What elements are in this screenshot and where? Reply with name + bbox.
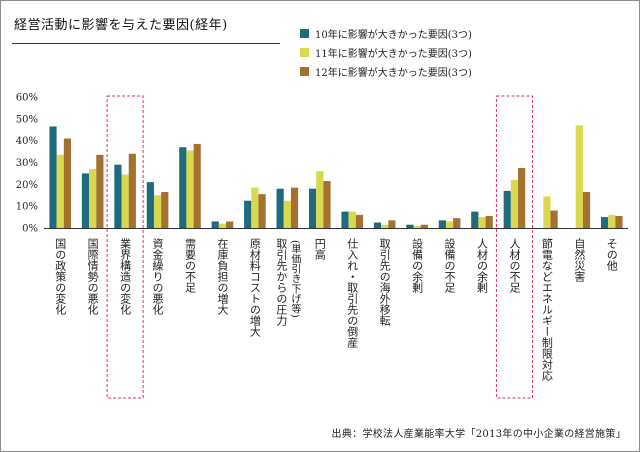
x-tick-label: その他: [605, 238, 618, 271]
bar: [355, 214, 364, 228]
chart-title: 経営活動に影響を与えた要因(経年): [14, 18, 228, 33]
y-tick-label: 40%: [16, 136, 38, 147]
y-tick-label: 10%: [16, 202, 38, 213]
y-tick-label: 0%: [22, 224, 38, 235]
bar: [121, 174, 129, 228]
y-tick-label: 30%: [16, 158, 38, 169]
legend-swatch-2011: [300, 48, 309, 57]
bar: [81, 173, 90, 228]
bar: [445, 221, 454, 228]
x-tick-label: 原材料コストの増大: [248, 238, 261, 337]
bar: [341, 211, 349, 228]
bar: [485, 215, 493, 228]
bar: [244, 200, 252, 228]
title-underline: [12, 43, 280, 44]
x-tick-label: 需要の不足: [184, 238, 197, 293]
x-tick-label: 取引先の海外移転: [378, 238, 391, 327]
bar: [550, 210, 558, 228]
legend-swatch-2010: [300, 29, 309, 38]
bar: [388, 220, 396, 228]
bar: [503, 190, 511, 228]
bar: [543, 196, 551, 228]
bar: [290, 187, 299, 228]
bar: [316, 171, 324, 228]
bar: [179, 147, 187, 228]
legend-label-2010: 10年に影響が大きかった要因(3つ): [315, 30, 472, 41]
bar: [226, 221, 234, 228]
x-tick-label: 国際情勢の悪化: [86, 238, 99, 316]
x-tick-label: 在庫負担の増大: [216, 238, 229, 315]
bar: [218, 223, 227, 228]
legend: 10年に影響が大きかった要因(3つ) 11年に影響が大きかった要因(3つ) 12…: [300, 24, 472, 81]
source-note: 出典：学校法人産業能率大学「2013年の中小企業の経営施策」: [331, 429, 626, 440]
bar: [146, 182, 154, 228]
bar: [420, 224, 428, 228]
x-tick-label: 人材の余剰: [476, 238, 489, 293]
bar: [193, 143, 201, 228]
bar: [211, 221, 219, 228]
bar: [276, 188, 284, 228]
y-tick-label: 20%: [16, 180, 38, 191]
bar: [575, 125, 583, 228]
y-tick-label: 50%: [16, 114, 38, 125]
bar: [308, 188, 317, 228]
bar: [348, 211, 356, 228]
legend-swatch-2012: [300, 67, 309, 76]
legend-item-2010: 10年に影響が大きかった要因(3つ): [300, 24, 472, 43]
x-tick-label: 資金繰りの悪化: [151, 238, 164, 316]
legend-item-2011: 11年に影響が大きかった要因(3つ): [300, 43, 472, 62]
bar: [283, 200, 291, 228]
x-tick-label: 自然災害: [573, 238, 586, 283]
x-tick-label: 節電などエネルギー制限対応: [540, 237, 553, 381]
bar: [438, 220, 446, 228]
highlight-box: [106, 95, 144, 399]
x-tick-label: 円高: [313, 238, 326, 261]
bar: [114, 164, 122, 228]
bar: [582, 191, 591, 228]
legend-label-2012: 12年に影響が大きかった要因(3つ): [315, 68, 472, 79]
bar: [471, 211, 479, 228]
bar: [615, 215, 623, 228]
bar: [153, 195, 162, 228]
bar: [89, 169, 97, 228]
bar: [608, 214, 616, 228]
legend-item-2012: 12年に影響が大きかった要因(3つ): [300, 62, 472, 81]
bar: [258, 194, 266, 228]
bar: [413, 225, 421, 228]
bar: [373, 222, 382, 228]
x-tick-label: 取引先からの圧力: [275, 238, 288, 326]
x-tick-label: 人材の不足: [508, 238, 521, 293]
bar: [381, 224, 389, 228]
bar: [406, 224, 414, 228]
y-tick-label: 60%: [16, 93, 38, 104]
bar: [453, 218, 461, 228]
bar: [478, 217, 486, 228]
bar: [63, 138, 72, 228]
bar: [128, 153, 136, 228]
bar: [518, 167, 526, 228]
x-tick-label: 業界構造の変化: [119, 238, 132, 316]
x-tick-label: 設備の不足: [443, 237, 456, 293]
bar: [161, 191, 169, 228]
bar: [510, 179, 519, 228]
bar: [49, 126, 57, 228]
x-tick-sublabel: (単価引き下げ等): [289, 240, 301, 318]
x-tick-label: 仕入れ・取引先の倒産: [346, 238, 359, 349]
x-tick-label: 国の政策の変化: [54, 238, 67, 316]
bar: [96, 154, 104, 228]
legend-label-2011: 11年に影響が大きかった要因(3つ): [315, 49, 472, 60]
bar: [323, 181, 331, 228]
bar: [600, 217, 609, 228]
x-tick-label: 設備の余剰: [411, 237, 424, 293]
bar: [186, 150, 194, 228]
bar: [56, 154, 64, 228]
highlight-box: [495, 95, 533, 399]
bar: [251, 187, 259, 228]
